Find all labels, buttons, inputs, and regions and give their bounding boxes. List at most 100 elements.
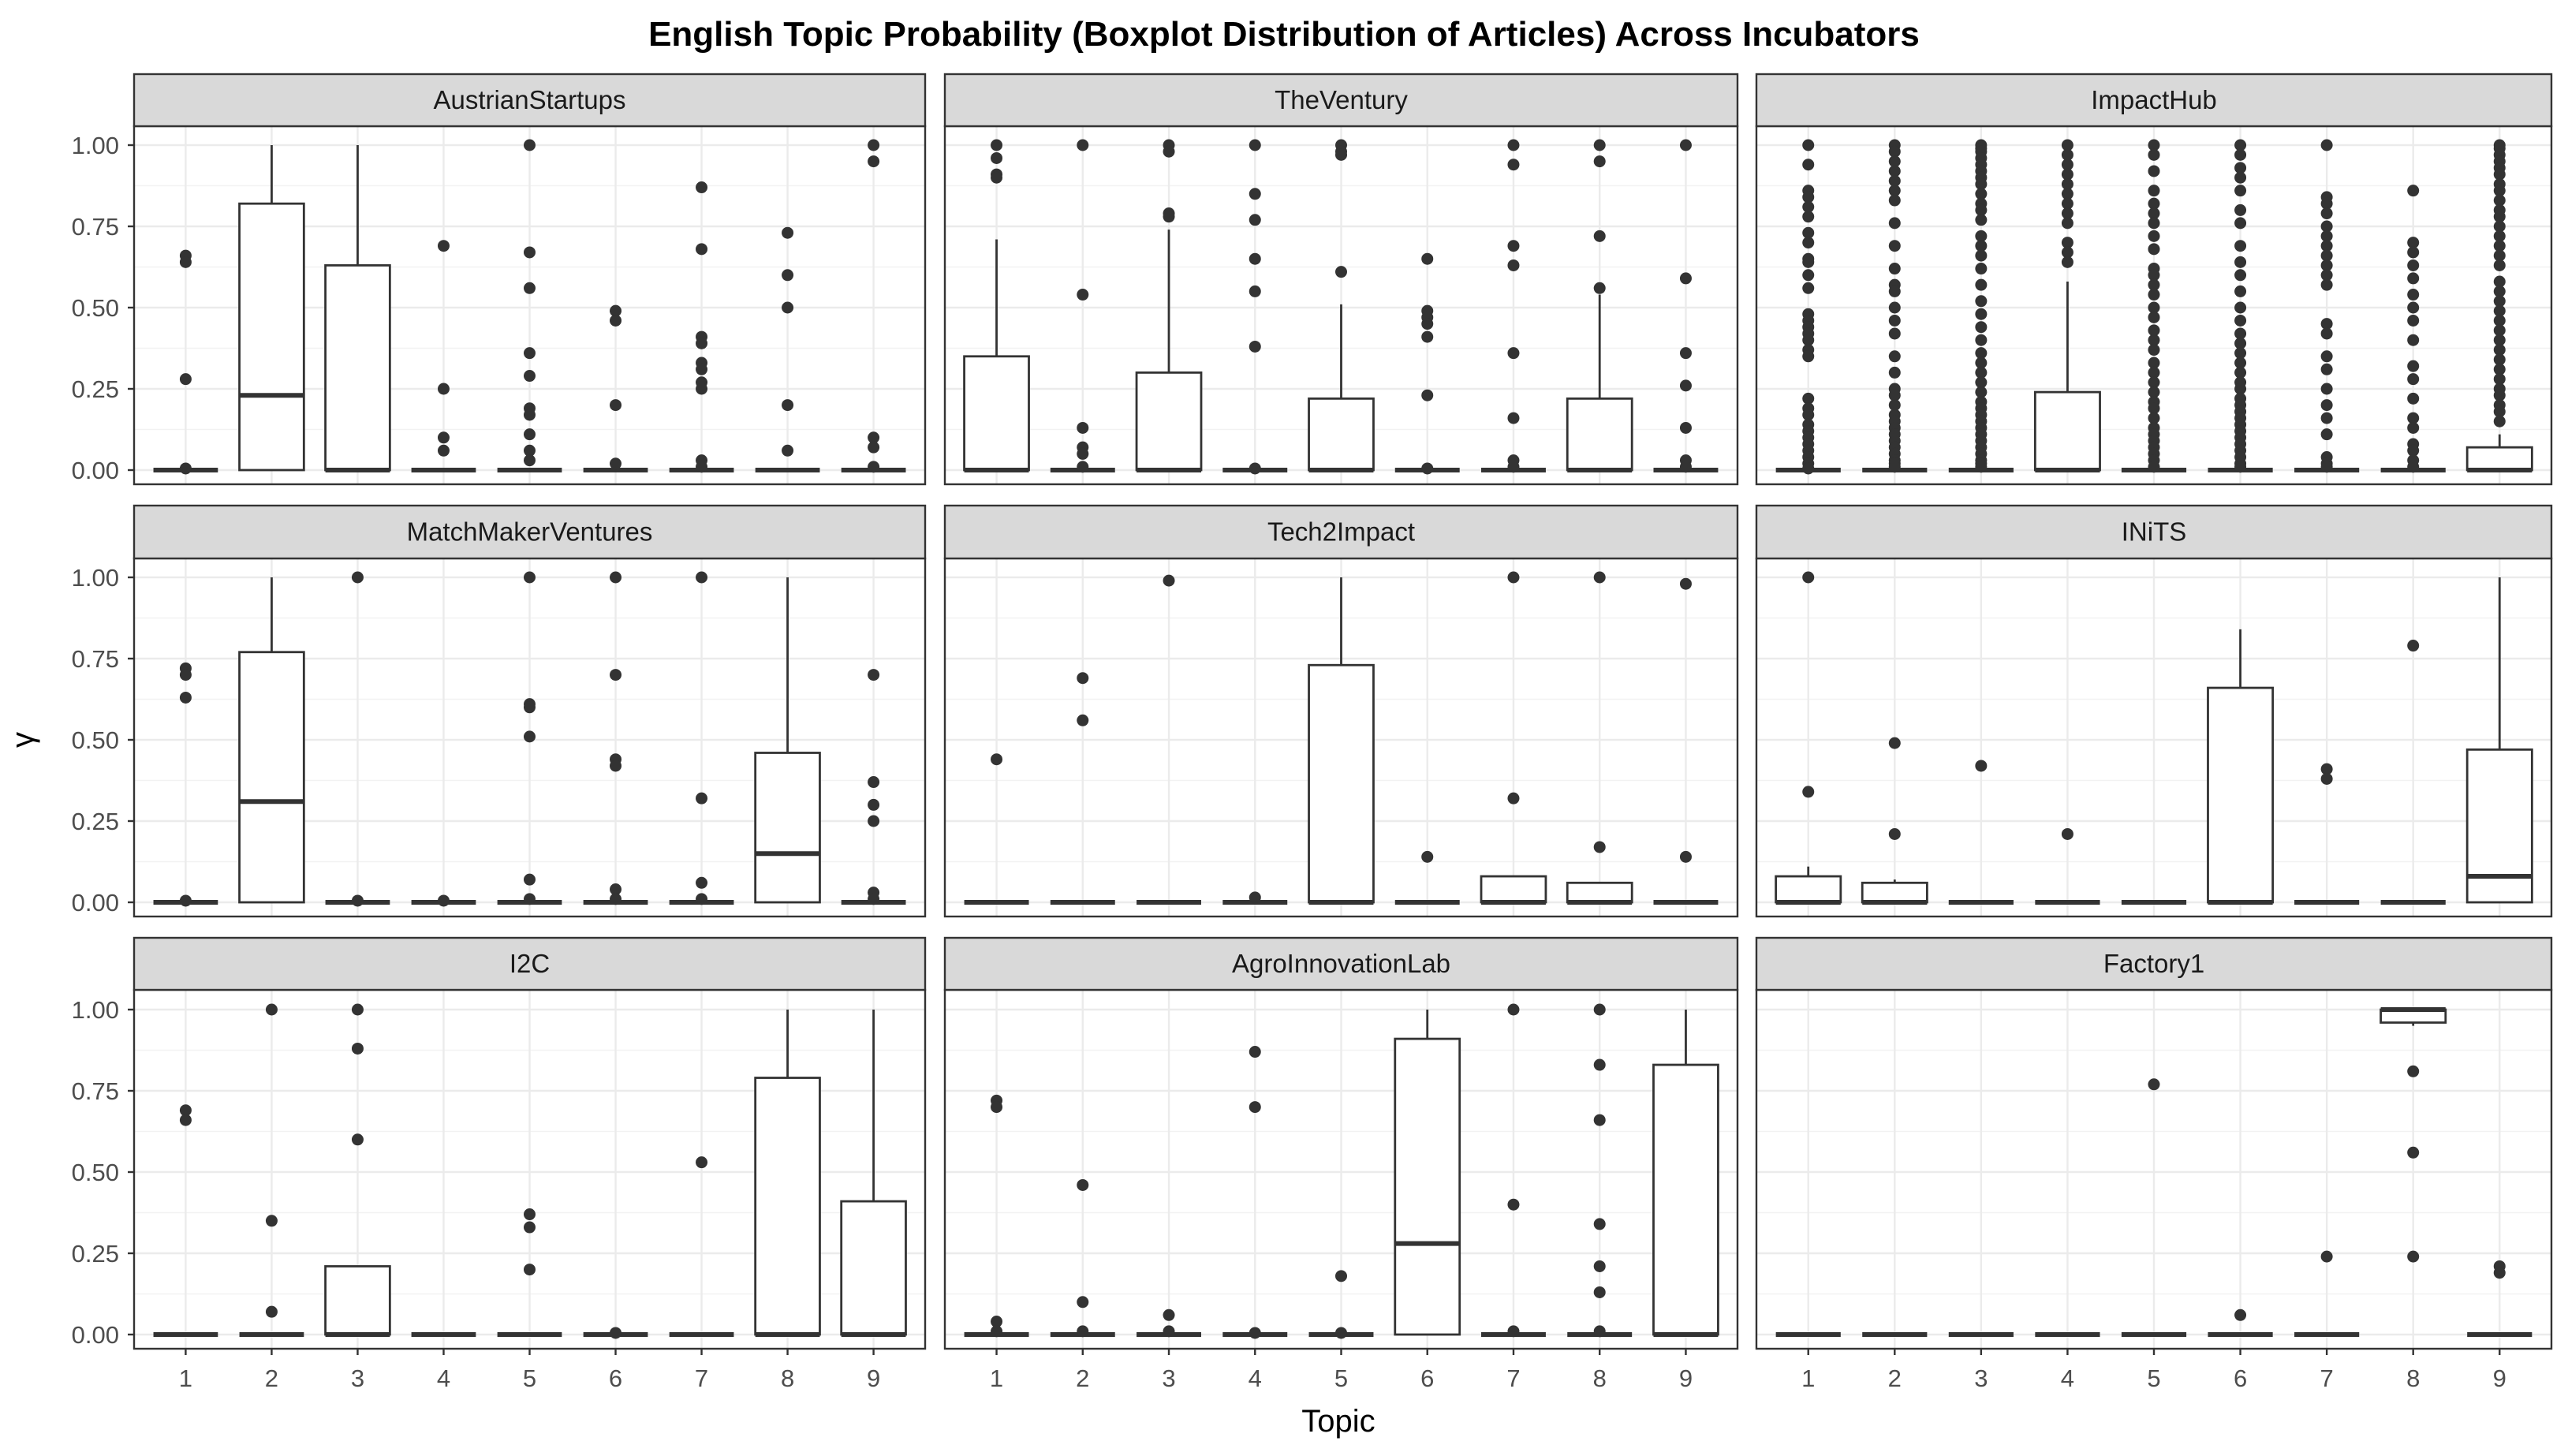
outlier-point <box>2234 301 2247 314</box>
y-tick-label: 1.00 <box>72 996 119 1024</box>
outlier-point <box>179 462 192 475</box>
outlier-point <box>1975 376 1988 389</box>
outlier-point <box>1249 139 1261 151</box>
box-topic-4 <box>411 240 476 472</box>
outlier-point <box>696 181 708 194</box>
x-tick-label: 6 <box>1420 1365 1434 1392</box>
outlier-point <box>1163 1325 1175 1338</box>
outlier-point <box>1335 1270 1347 1282</box>
outlier-point <box>2234 337 2247 349</box>
outlier-point <box>2493 373 2506 386</box>
outlier-point <box>524 893 536 905</box>
outlier-point <box>1888 350 1901 363</box>
box-topic-8 <box>754 1010 821 1337</box>
box-topic-4 <box>1222 891 1288 905</box>
outlier-point <box>1421 462 1434 475</box>
y-tick-label: 0.50 <box>72 1159 119 1186</box>
outlier-point <box>1679 461 1692 473</box>
outlier-point <box>1421 252 1434 265</box>
box-iqr <box>324 264 391 472</box>
outlier-point <box>2148 217 2160 230</box>
outlier-point <box>2061 139 2073 151</box>
outlier-point <box>1975 386 1988 398</box>
outlier-point <box>696 571 708 584</box>
x-tick-label: 1 <box>990 1365 1003 1392</box>
box-topic-2 <box>238 145 305 472</box>
box-iqr <box>754 752 821 904</box>
y-tick-label: 0.75 <box>72 213 119 241</box>
box-topic-4 <box>1222 139 1288 475</box>
box-iqr <box>1861 881 1928 904</box>
outlier-point <box>2148 207 2160 220</box>
box-iqr <box>324 1265 391 1336</box>
box-topic-2 <box>1050 1178 1115 1338</box>
outlier-point <box>1335 148 1347 161</box>
box-iqr <box>2465 446 2533 472</box>
box-topic-7 <box>669 181 734 473</box>
outlier-point <box>265 1003 278 1016</box>
y-tick-label: 1.00 <box>72 564 119 592</box>
box-iqr <box>1566 881 1633 904</box>
box-topic-6 <box>1394 1010 1461 1336</box>
y-tick-label: 0.25 <box>72 375 119 403</box>
box-iqr <box>1135 371 1203 472</box>
outlier-point <box>868 155 880 168</box>
outlier-point <box>610 571 622 584</box>
outlier-point <box>1249 1101 1261 1114</box>
box-topic-1 <box>1775 571 1842 905</box>
outlier-point <box>179 1114 192 1126</box>
outlier-point <box>2148 139 2160 151</box>
outlier-point <box>1888 327 1901 340</box>
x-tick-label: 4 <box>437 1365 450 1392</box>
outlier-point <box>2493 240 2506 252</box>
outlier-point <box>2148 334 2160 346</box>
outlier-point <box>868 815 880 827</box>
outlier-point <box>1802 139 1815 151</box>
outlier-point <box>1888 263 1901 275</box>
box-iqr <box>1775 875 1842 904</box>
box-iqr <box>1652 1063 1719 1336</box>
box-topic-6 <box>583 304 648 472</box>
box-topic-9 <box>2465 577 2533 904</box>
outlier-point <box>2234 314 2247 327</box>
outlier-point <box>1802 226 1815 239</box>
outlier-point <box>1679 850 1692 863</box>
outlier-point <box>2148 402 2160 415</box>
outlier-point <box>1507 1325 1520 1338</box>
outlier-point <box>179 373 192 386</box>
box-topic-3 <box>1137 574 1201 905</box>
outlier-point <box>2234 285 2247 297</box>
outlier-point <box>2061 256 2073 268</box>
outlier-point <box>1679 577 1692 590</box>
outlier-point <box>2320 772 2333 785</box>
outlier-point <box>2234 139 2247 151</box>
x-tick-label: 5 <box>523 1365 536 1392</box>
outlier-point <box>2493 389 2506 401</box>
outlier-point <box>437 431 450 444</box>
outlier-point <box>2407 1146 2420 1159</box>
outlier-point <box>2234 203 2247 216</box>
outlier-point <box>782 444 794 457</box>
outlier-point <box>2148 412 2160 424</box>
outlier-point <box>1249 1327 1261 1339</box>
box-topic-9 <box>841 669 906 905</box>
outlier-point <box>1593 1260 1606 1272</box>
outlier-point <box>1802 571 1815 584</box>
outlier-point <box>2234 1309 2247 1321</box>
outlier-point <box>696 792 708 805</box>
outlier-point <box>1507 1198 1520 1211</box>
outlier-point <box>2320 207 2333 220</box>
outlier-point <box>2407 392 2420 405</box>
outlier-point <box>1507 240 1520 252</box>
box-topic-8 <box>1567 1003 1633 1338</box>
outlier-point <box>1975 214 1988 226</box>
outlier-point <box>1802 392 1815 405</box>
outlier-point <box>1888 285 1901 297</box>
outlier-point <box>1593 230 1606 242</box>
outlier-point <box>1077 289 1089 301</box>
outlier-point <box>2493 295 2506 308</box>
outlier-point <box>2061 188 2073 200</box>
outlier-point <box>2493 1267 2506 1279</box>
outlier-point <box>1593 1325 1606 1338</box>
outlier-point <box>351 1003 364 1016</box>
